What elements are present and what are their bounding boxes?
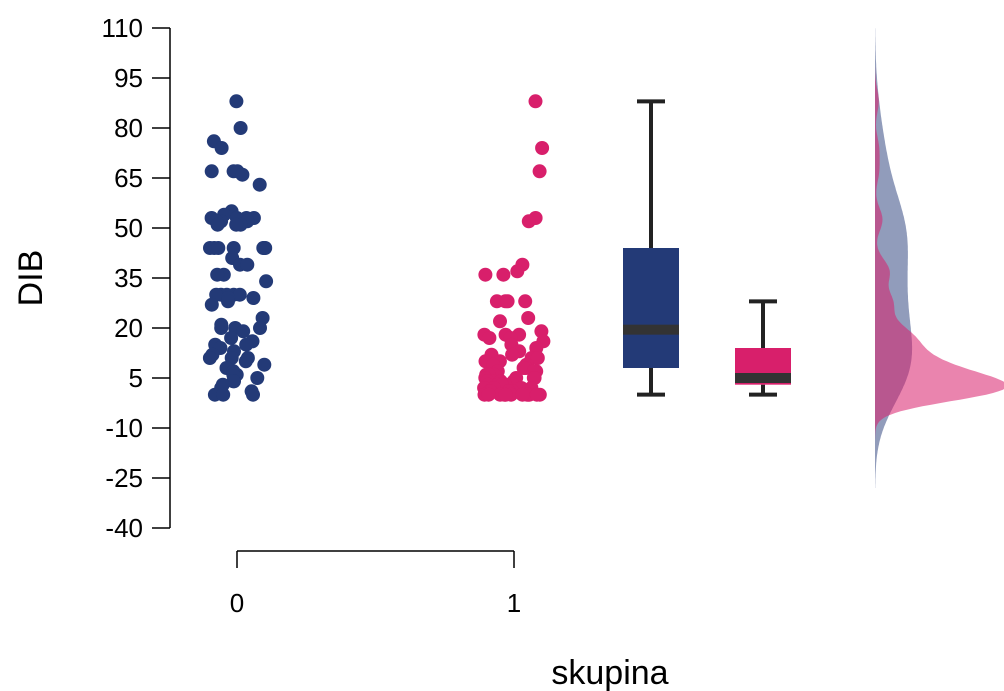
y-tick-label: 5 xyxy=(129,363,143,393)
data-point xyxy=(532,164,547,179)
data-point xyxy=(214,321,229,335)
data-point xyxy=(204,164,219,179)
data-point xyxy=(202,351,217,365)
data-point xyxy=(252,177,267,192)
data-point xyxy=(489,294,504,309)
data-point xyxy=(505,347,520,362)
boxplots xyxy=(623,99,791,397)
y-tick-label: 95 xyxy=(114,63,143,93)
data-point xyxy=(510,264,525,279)
data-point xyxy=(530,351,545,365)
data-point xyxy=(235,167,250,182)
data-point xyxy=(246,291,261,305)
data-point xyxy=(259,274,274,289)
median-bar xyxy=(623,324,679,335)
points xyxy=(202,94,551,402)
data-point xyxy=(232,287,247,302)
data-point xyxy=(246,387,260,402)
data-point xyxy=(226,374,241,389)
data-point xyxy=(216,387,231,402)
y-axis-title: DIB xyxy=(12,250,50,307)
data-point xyxy=(224,331,239,345)
data-point xyxy=(493,314,507,329)
y-tick-label: 50 xyxy=(114,213,143,243)
data-point xyxy=(521,214,536,229)
y-tick-label: 80 xyxy=(114,113,143,143)
data-point xyxy=(498,387,513,402)
data-point xyxy=(481,387,496,402)
y-tick-label: -10 xyxy=(105,413,143,443)
data-point xyxy=(529,387,544,402)
data-point xyxy=(515,387,530,402)
data-point xyxy=(257,241,272,255)
data-point xyxy=(221,294,235,309)
data-point xyxy=(236,324,251,339)
data-point xyxy=(518,294,533,309)
data-point xyxy=(233,121,248,135)
y-tick-label: 110 xyxy=(102,13,143,43)
data-point xyxy=(240,257,255,272)
data-point xyxy=(238,354,253,369)
data-point xyxy=(253,321,267,335)
data-point xyxy=(528,94,543,109)
data-point xyxy=(229,94,244,109)
data-point xyxy=(250,371,265,385)
data-point xyxy=(210,217,225,232)
x-tick-label: 0 xyxy=(230,588,244,618)
density-1 xyxy=(875,28,1004,488)
data-point xyxy=(478,267,493,282)
data-point xyxy=(535,141,550,155)
data-point xyxy=(496,267,511,282)
y-tick-label: 65 xyxy=(114,163,143,193)
data-point xyxy=(521,311,536,325)
y-tick-label: -40 xyxy=(105,513,143,543)
data-point xyxy=(210,267,225,282)
y-tick-label: 20 xyxy=(114,313,143,343)
data-point xyxy=(500,294,515,309)
box-0 xyxy=(623,248,679,368)
data-point xyxy=(214,141,229,155)
x-tick-label: 1 xyxy=(507,588,521,618)
y-tick-label: 35 xyxy=(114,263,143,293)
data-point xyxy=(482,331,497,345)
data-point xyxy=(229,217,244,232)
data-point xyxy=(204,297,219,312)
median-bar xyxy=(735,373,791,383)
data-point xyxy=(211,241,226,255)
y-tick-label: -25 xyxy=(105,463,143,493)
y-axis: -40 -25 -10 5 20 35 50 65 80 95 110 xyxy=(102,13,171,543)
x-axis-title: skupina xyxy=(551,654,668,691)
density-plot xyxy=(875,28,1004,488)
data-point xyxy=(257,357,272,372)
data-point xyxy=(239,337,254,352)
